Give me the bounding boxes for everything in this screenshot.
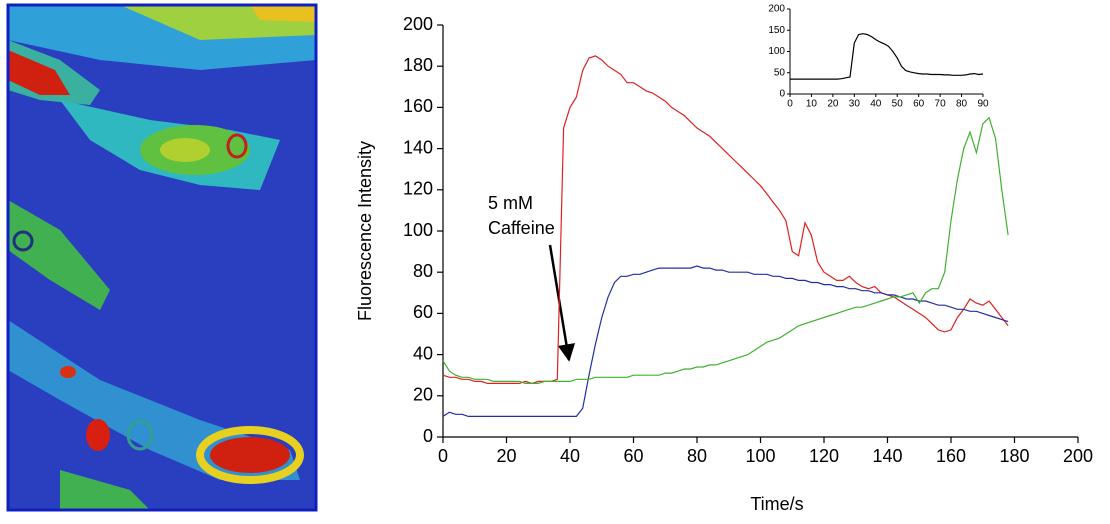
cell-image bbox=[8, 5, 316, 510]
y-tick-label: 50 bbox=[774, 67, 786, 78]
x-tick-label: 30 bbox=[849, 99, 861, 110]
x-tick-label: 0 bbox=[438, 446, 448, 466]
x-tick-label: 80 bbox=[687, 446, 707, 466]
x-tick-label: 20 bbox=[496, 446, 516, 466]
y-axis-label: Fluorescence Intensity bbox=[355, 141, 375, 321]
main-chart: Fluorescence Intensity Time/s 5 mM Caffe… bbox=[355, 14, 1093, 514]
data-line bbox=[442, 116, 1009, 384]
x-tick-label: 10 bbox=[806, 99, 818, 110]
x-tick-label: 40 bbox=[870, 99, 882, 110]
x-tick-label: 40 bbox=[560, 446, 580, 466]
y-tick-label: 40 bbox=[413, 343, 433, 363]
y-tick-label: 80 bbox=[413, 261, 433, 281]
x-tick-label: 0 bbox=[787, 99, 793, 110]
y-tick-label: 100 bbox=[403, 220, 433, 240]
x-tick-label: 160 bbox=[936, 446, 966, 466]
y-tick-label: 200 bbox=[403, 14, 433, 34]
x-tick-label: 60 bbox=[623, 446, 643, 466]
y-tick-label: 60 bbox=[413, 302, 433, 322]
x-tick-label: 200 bbox=[1063, 446, 1093, 466]
x-tick-label: 90 bbox=[977, 99, 989, 110]
y-tick-label: 180 bbox=[403, 55, 433, 75]
y-tick-label: 20 bbox=[413, 385, 433, 405]
annotation: Caffeine bbox=[488, 218, 555, 238]
y-tick-label: 140 bbox=[403, 137, 433, 157]
x-tick-label: 100 bbox=[745, 446, 775, 466]
y-tick-label: 0 bbox=[423, 426, 433, 446]
annotation: 5 mM bbox=[488, 193, 533, 213]
data-line bbox=[790, 33, 984, 80]
x-axis-label: Time/s bbox=[750, 494, 803, 514]
y-tick-label: 0 bbox=[779, 89, 785, 100]
x-tick-label: 60 bbox=[913, 99, 925, 110]
x-tick-label: 120 bbox=[809, 446, 839, 466]
data-line bbox=[442, 55, 1009, 385]
x-tick-label: 80 bbox=[956, 99, 968, 110]
x-tick-label: 20 bbox=[827, 99, 839, 110]
y-tick-label: 160 bbox=[403, 96, 433, 116]
x-tick-label: 50 bbox=[892, 99, 904, 110]
x-tick-label: 180 bbox=[999, 446, 1029, 466]
x-tick-label: 140 bbox=[872, 446, 902, 466]
image-border bbox=[6, 3, 318, 512]
y-tick-label: 150 bbox=[768, 25, 785, 36]
data-line bbox=[442, 265, 1009, 417]
x-tick-label: 70 bbox=[935, 99, 947, 110]
y-tick-label: 200 bbox=[768, 4, 785, 15]
y-tick-label: 100 bbox=[768, 46, 785, 57]
y-tick-label: 120 bbox=[403, 179, 433, 199]
inset-chart: 0 50 100 150 200 0 10 20 30 40 50 60 70 80 90 bbox=[768, 4, 989, 110]
